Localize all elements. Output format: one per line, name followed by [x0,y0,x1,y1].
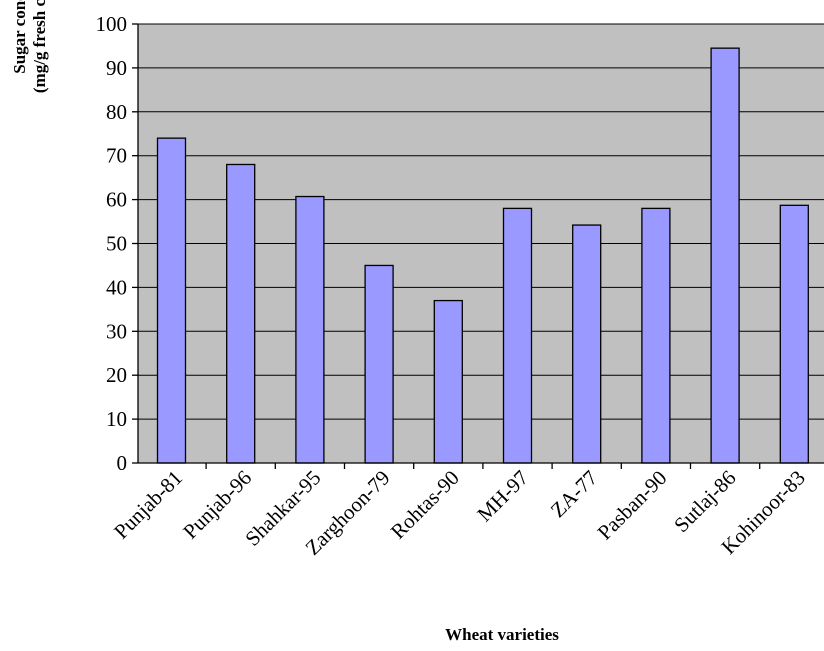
y-tick-label: 80 [106,100,127,124]
y-tick-label: 90 [106,56,127,80]
x-tick-labels: Punjab-81Punjab-96Shahkar-95Zarghoon-79R… [109,466,810,560]
bar-pasban-90 [641,207,671,464]
bar-zarghoon-79 [364,264,394,464]
y-axis-title-line-2: (mg/g fresh callus weight) [30,0,49,93]
x-tick-label: Sutlaj-86 [669,466,740,537]
x-tick-label: MH-97 [472,466,533,527]
y-tick-label: 60 [106,188,127,212]
y-tick-label: 30 [106,319,127,343]
y-tick-label: 40 [106,275,127,299]
x-tick-label: Rohtas-90 [386,466,464,544]
bar-shahkar-95 [295,195,325,464]
bar-rohtas-90 [433,299,463,464]
bar-za-77 [572,224,602,464]
bar-punjab-96 [226,163,256,464]
axes [132,23,824,469]
y-axis-title-line-1: Sugar concentration [10,0,29,74]
y-tick-label: 70 [106,144,127,168]
x-tick-label: Pasban-90 [593,466,672,545]
y-tick-label: 0 [117,451,128,475]
y-tick-label: 10 [106,407,127,431]
x-tick-label: Punjab-81 [109,466,187,544]
y-tick-labels: 0 10 20 30 40 50 60 70 80 90 100 [96,12,128,475]
y-tick-label: 50 [106,232,127,256]
bars [156,47,809,464]
bar-punjab-81 [156,137,187,464]
bar-kohinoor-83 [779,204,809,464]
x-tick-label: ZA-77 [546,466,603,523]
y-tick-label: 100 [96,12,128,36]
x-axis-title: Wheat varieties [445,625,559,644]
bar-sutlaj-86 [710,47,740,464]
y-tick-label: 20 [106,363,127,387]
bar-mh-97 [502,207,533,464]
